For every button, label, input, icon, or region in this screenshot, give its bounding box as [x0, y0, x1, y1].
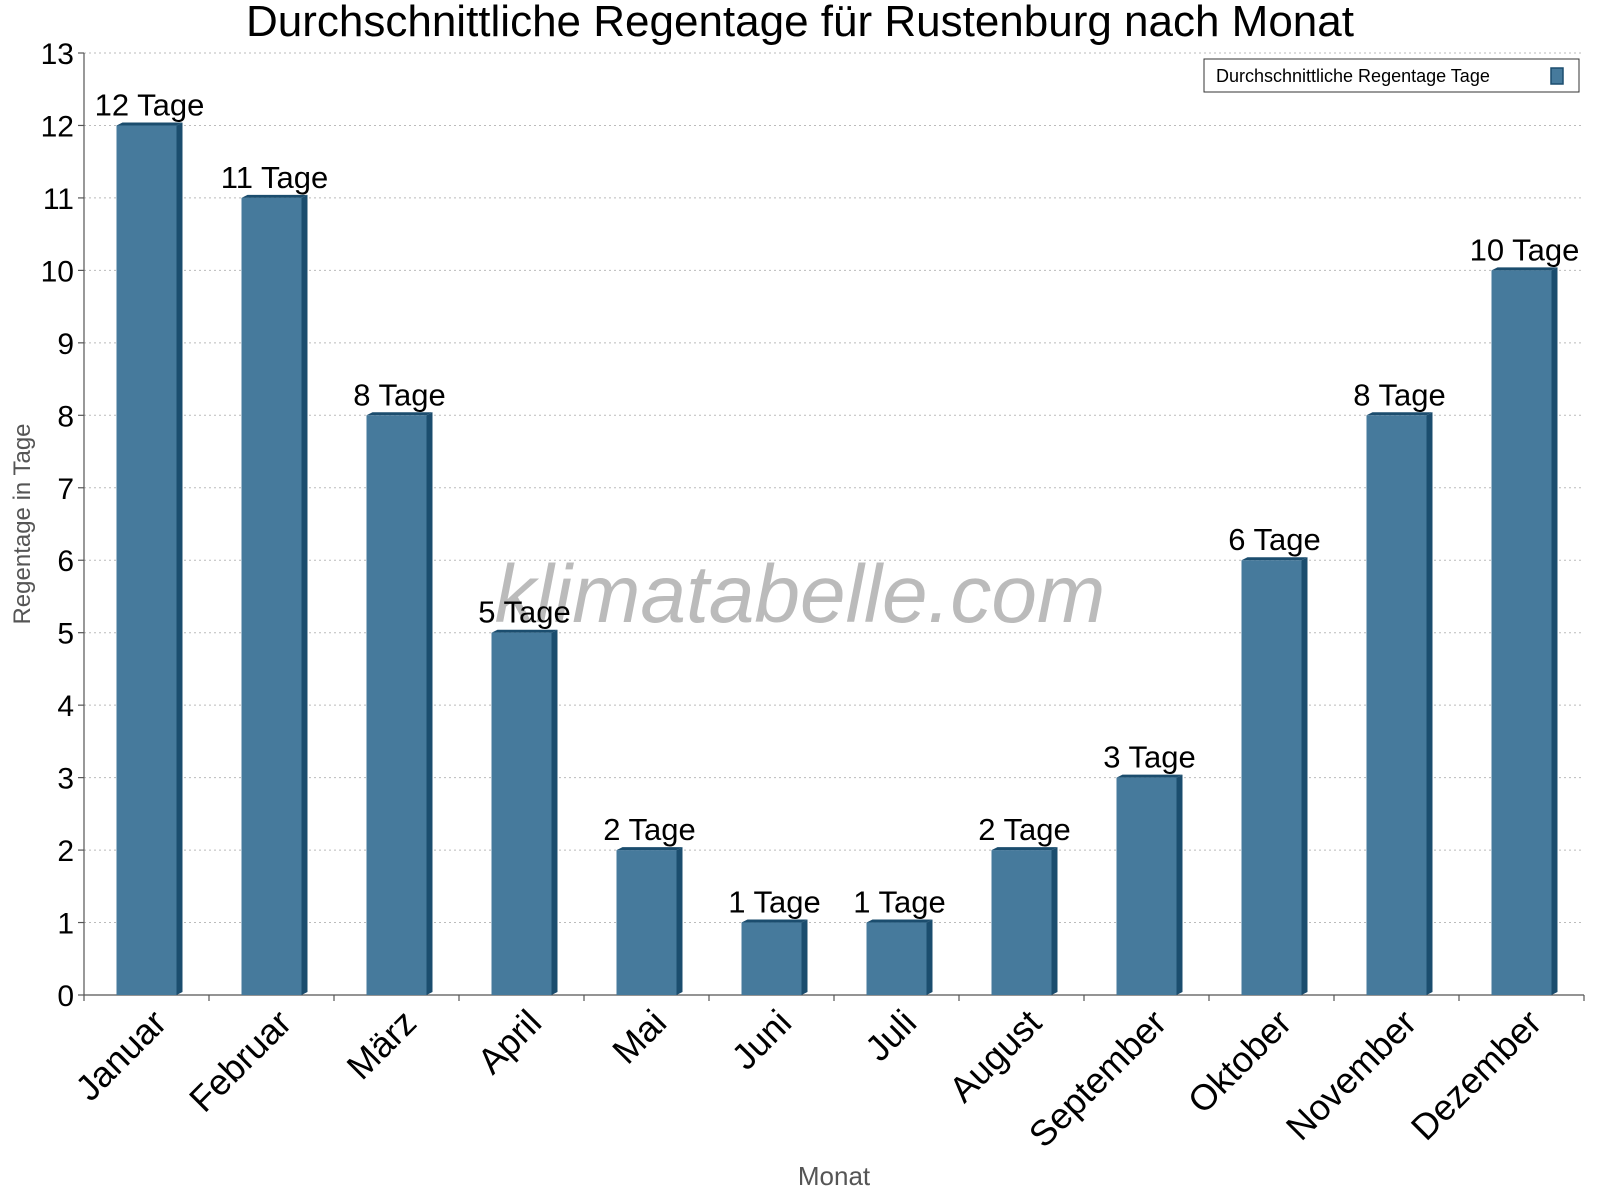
- y-tick-label: 12: [41, 110, 74, 143]
- bar-side: [426, 412, 433, 995]
- bar-top: [1366, 412, 1433, 416]
- y-axis-label: Regentage in Tage: [9, 423, 36, 624]
- bar-top: [241, 194, 308, 198]
- bar: [1366, 415, 1427, 995]
- bar: [616, 850, 677, 995]
- bar-side: [1426, 412, 1433, 995]
- bar-top: [1491, 267, 1558, 271]
- x-tick-label: Januar: [67, 1002, 174, 1109]
- y-tick-label: 0: [57, 980, 74, 1013]
- x-tick-label: Februar: [181, 1002, 299, 1120]
- bar: [1241, 560, 1302, 995]
- bar: [491, 632, 552, 995]
- bar: [866, 922, 927, 995]
- value-label: 5 Tage: [478, 595, 571, 630]
- bar-top: [741, 919, 808, 923]
- bar: [1116, 777, 1177, 995]
- bar-top: [116, 122, 183, 126]
- legend-box: [1203, 58, 1580, 93]
- chart-title: Durchschnittliche Regentage für Rustenbu…: [246, 0, 1354, 46]
- y-tick-label: 10: [41, 255, 74, 288]
- bar: [741, 922, 802, 995]
- value-label: 6 Tage: [1228, 522, 1321, 557]
- y-tick-label: 11: [43, 183, 74, 216]
- bar-top: [991, 847, 1058, 851]
- value-label: 8 Tage: [1353, 377, 1446, 412]
- watermark: klimatabelle.com: [495, 549, 1106, 640]
- x-tick-label: März: [339, 1002, 425, 1088]
- x-tick-label: Dezember: [1403, 1002, 1549, 1148]
- x-tick-label: September: [1021, 1002, 1175, 1156]
- bar-side: [1051, 847, 1058, 995]
- bar-side: [301, 194, 308, 995]
- x-tick-label: August: [941, 1002, 1049, 1110]
- bar-side: [176, 122, 183, 995]
- value-label: 2 Tage: [978, 812, 1071, 847]
- bar-side: [1301, 557, 1308, 995]
- bar: [116, 125, 177, 995]
- value-label: 1 Tage: [853, 885, 946, 920]
- x-tick-label: November: [1278, 1002, 1424, 1148]
- y-tick-label: 2: [57, 835, 74, 868]
- bar: [1491, 270, 1552, 995]
- legend-swatch: [1550, 67, 1564, 85]
- value-label: 10 Tage: [1470, 232, 1580, 267]
- value-label: 11 Tage: [221, 160, 328, 195]
- bar-top: [366, 412, 433, 416]
- bar-top: [866, 919, 933, 923]
- y-tick-label: 8: [57, 400, 74, 433]
- value-label: 3 Tage: [1103, 740, 1196, 775]
- y-tick-label: 13: [41, 38, 74, 71]
- x-tick-label: Juni: [723, 1002, 799, 1078]
- legend-label: Durchschnittliche Regentage Tage: [1216, 66, 1490, 86]
- value-label: 12 Tage: [95, 87, 205, 122]
- bar-top: [616, 847, 683, 851]
- y-tick-label: 1: [57, 908, 74, 941]
- value-label: 8 Tage: [353, 377, 446, 412]
- y-tick-label: 5: [57, 618, 74, 651]
- x-tick-label: Mai: [604, 1002, 674, 1072]
- value-label: 1 Tage: [728, 885, 821, 920]
- y-tick-label: 6: [57, 545, 74, 578]
- bar-side: [926, 919, 933, 995]
- bar: [991, 850, 1052, 995]
- bar: [366, 415, 427, 995]
- x-axis-label: Monat: [798, 1161, 871, 1191]
- bar-side: [1551, 267, 1558, 995]
- bar-top: [491, 629, 558, 633]
- bar: [241, 197, 302, 995]
- y-tick-label: 9: [57, 328, 74, 361]
- y-tick-label: 4: [57, 690, 74, 723]
- y-tick-label: 3: [57, 763, 74, 796]
- x-tick-label: Juli: [857, 1002, 924, 1069]
- value-label: 2 Tage: [603, 812, 696, 847]
- x-tick-label: April: [469, 1002, 549, 1082]
- bar-side: [1176, 774, 1183, 995]
- bar-top: [1241, 557, 1308, 561]
- bar-side: [676, 847, 683, 995]
- bar-side: [551, 629, 558, 995]
- bar-side: [801, 919, 808, 995]
- bar-top: [1116, 774, 1183, 778]
- x-tick-label: Oktober: [1180, 1002, 1300, 1122]
- y-tick-label: 7: [57, 473, 74, 506]
